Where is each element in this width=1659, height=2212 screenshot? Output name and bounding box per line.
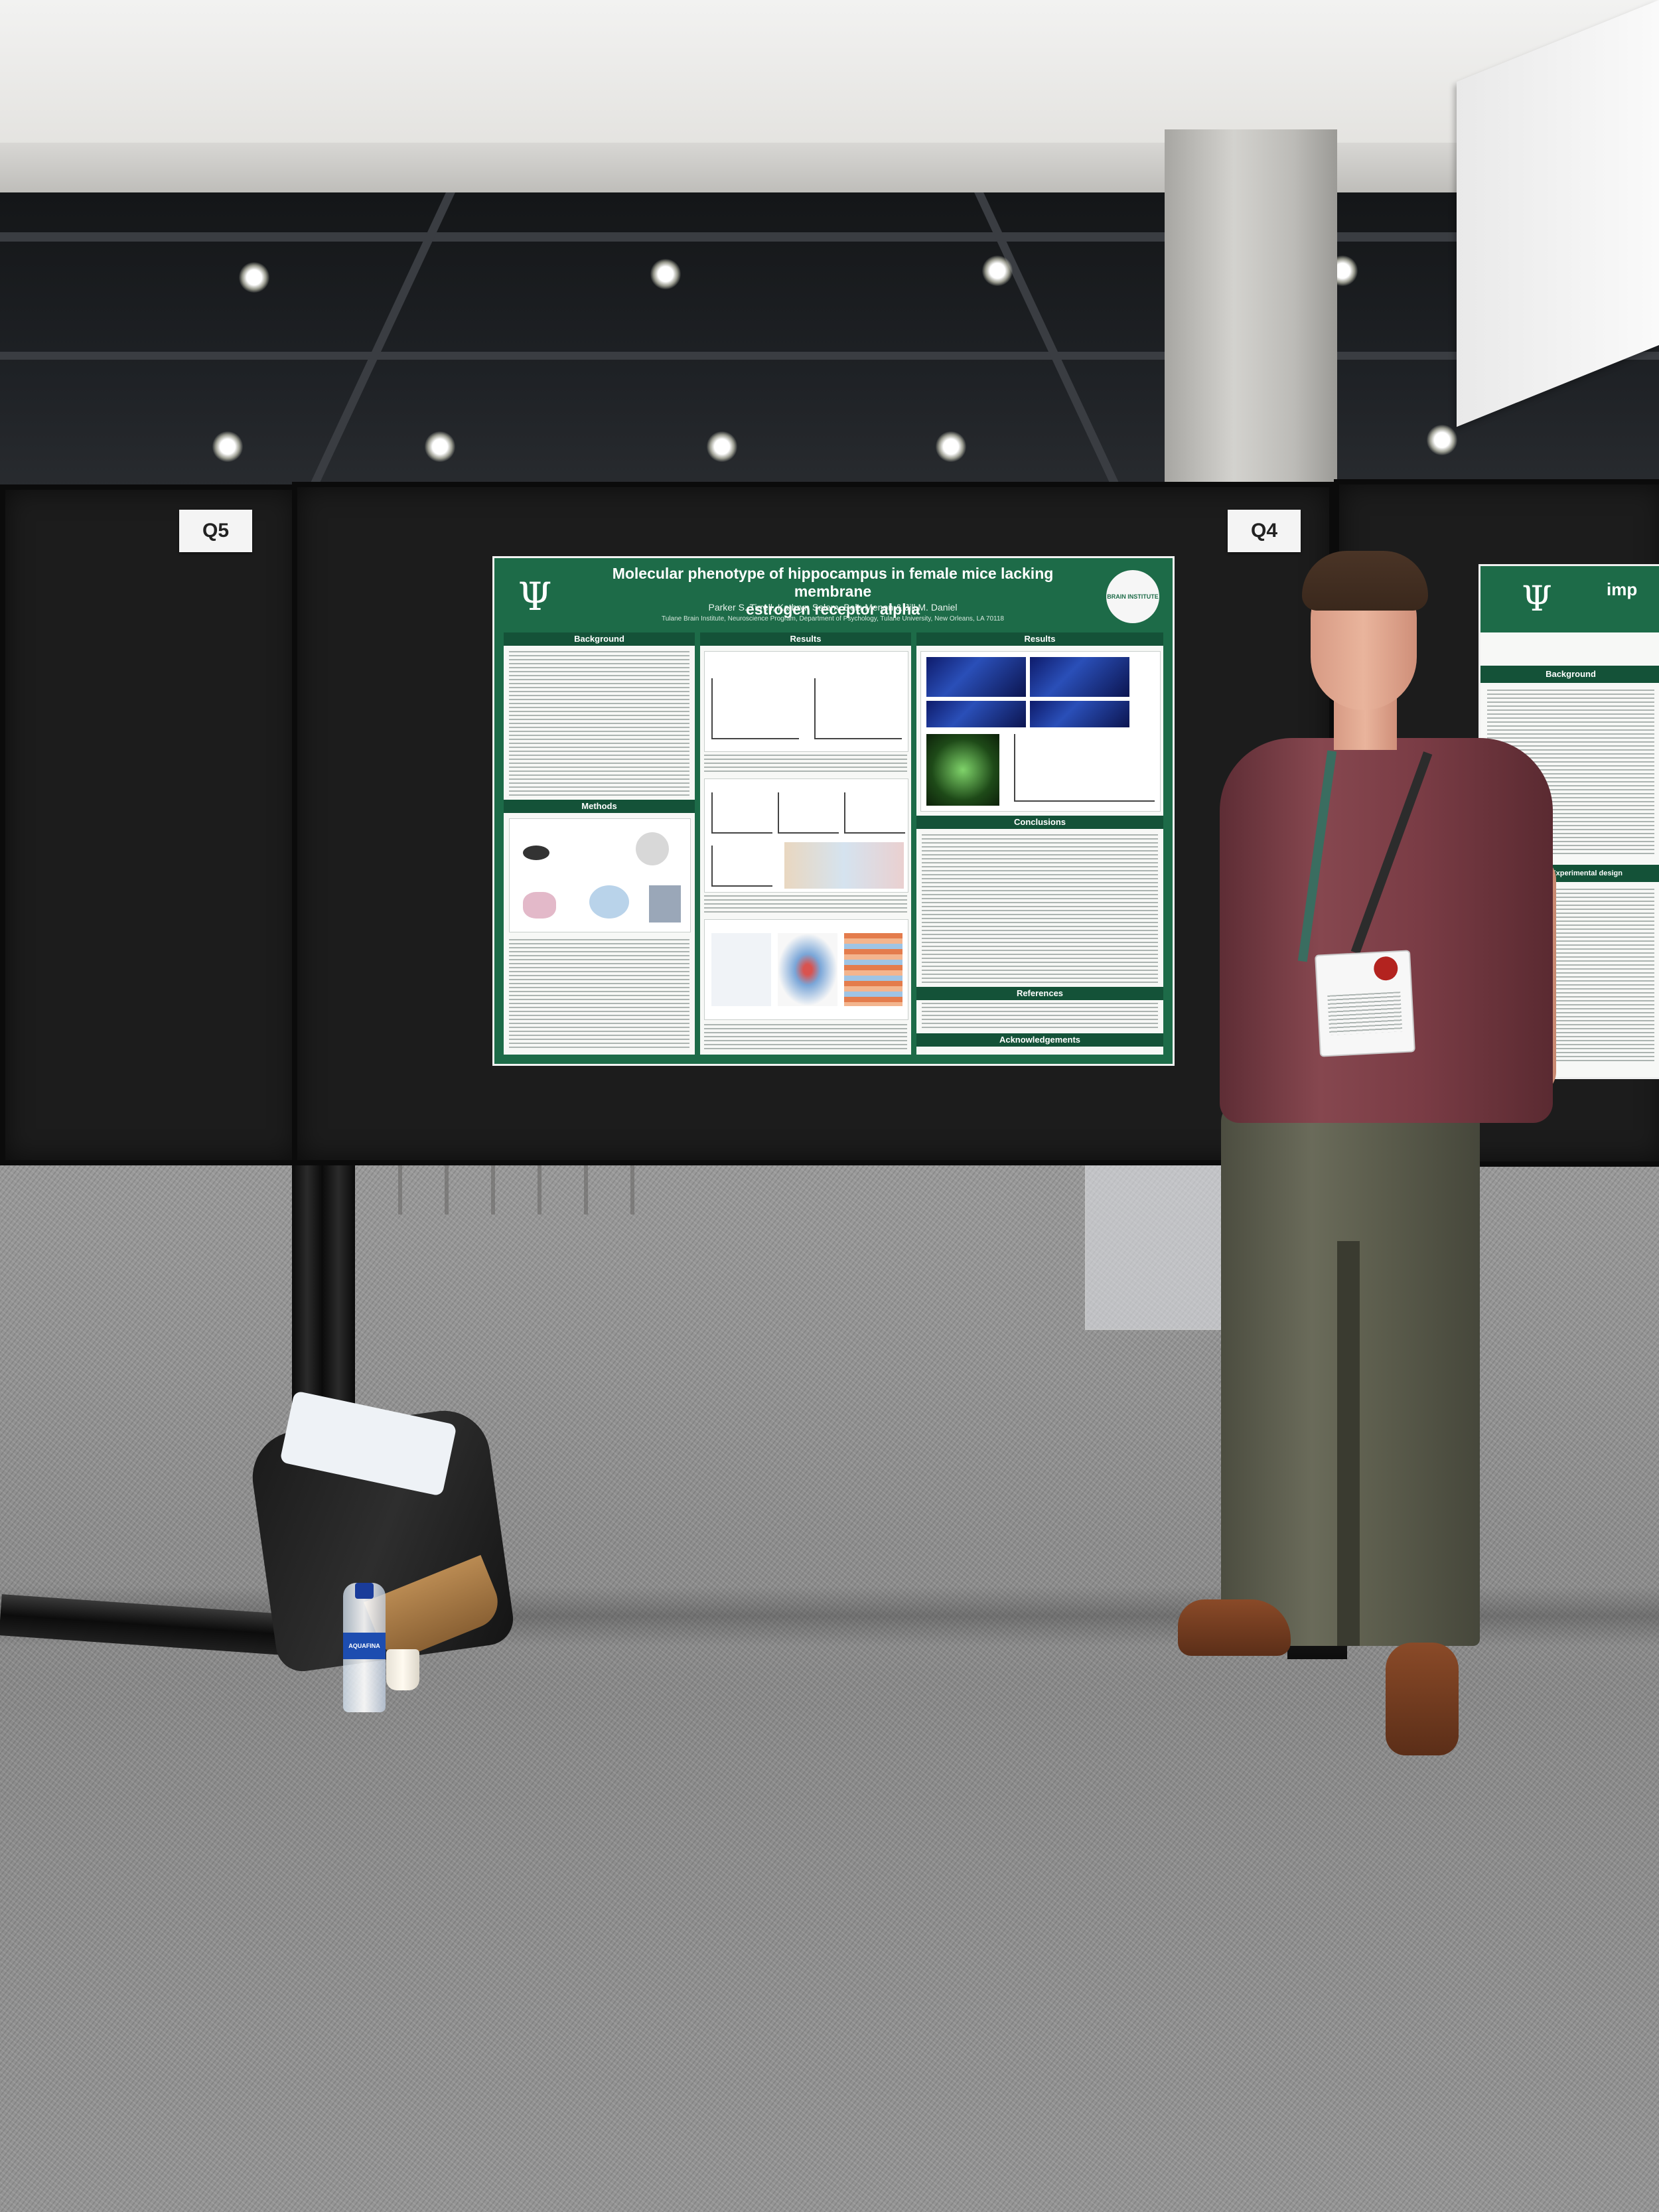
concrete-pillar xyxy=(1165,129,1337,488)
bottle-label: AQUAFINA xyxy=(343,1633,386,1659)
plot-axes xyxy=(778,792,839,834)
ceiling-truss-area xyxy=(0,192,1659,511)
microscopy-image xyxy=(926,701,1026,727)
poster-board-left: Q5 xyxy=(0,484,303,1165)
polo-shirt xyxy=(1220,738,1553,1123)
plot-axes xyxy=(711,846,772,887)
section-header-background: Background xyxy=(1480,666,1659,683)
brain-tissue-icon xyxy=(523,892,556,919)
mouse-icon xyxy=(523,846,549,860)
board-number-tag: Q4 xyxy=(1228,510,1301,552)
results-figure-box-plots xyxy=(704,778,908,893)
poster-title-line: Molecular phenotype of hippocampus in fe… xyxy=(612,565,1054,600)
section-header-references: References xyxy=(916,987,1163,1000)
background-poster xyxy=(1085,1158,1230,1330)
poster-column-1: Background Methods xyxy=(504,632,695,1055)
fluorescence-image xyxy=(926,734,999,806)
plot-axes xyxy=(814,678,902,739)
university-logo: Ψ xyxy=(518,574,552,619)
truss-bar xyxy=(0,352,1659,360)
text-block xyxy=(704,1024,907,1051)
ceiling xyxy=(0,0,1659,146)
poster-affiliation: Tulane Brain Institute, Neuroscience Pro… xyxy=(662,615,1004,623)
name-badge xyxy=(1315,950,1415,1057)
plot-panel xyxy=(711,933,771,1006)
text-block xyxy=(922,834,1158,983)
hair xyxy=(1302,551,1428,611)
ceiling-light xyxy=(707,431,737,462)
section-header-results: Results xyxy=(700,632,911,646)
poster-column-2: Results xyxy=(700,632,911,1055)
sequencer-icon xyxy=(649,885,681,922)
maze-icon xyxy=(636,832,669,865)
section-header-methods: Methods xyxy=(504,800,695,813)
poster-column-3: Results Conclusions References Acknowled… xyxy=(916,632,1163,1055)
gene-table xyxy=(844,933,902,1006)
cell-icon xyxy=(589,885,629,919)
ceiling-light xyxy=(212,431,243,462)
microscopy-image xyxy=(1030,657,1129,697)
neighbor-poster-header: Ψ imp xyxy=(1480,566,1659,632)
leg-gap xyxy=(1337,1241,1360,1646)
results-figure-volcano xyxy=(704,919,908,1020)
paper-cup xyxy=(386,1649,419,1690)
methods-figure xyxy=(509,818,691,932)
left-shoe xyxy=(1178,1599,1291,1656)
board-number-tag: Q5 xyxy=(179,510,252,552)
ceiling-light xyxy=(1427,425,1457,455)
section-header-acknowledgements: Acknowledgements xyxy=(916,1033,1163,1047)
poster-title: Molecular phenotype of hippocampus in fe… xyxy=(581,565,1085,619)
background-chairs xyxy=(398,1161,677,1215)
badge-sticker xyxy=(1373,956,1399,982)
bottle-cap xyxy=(355,1583,374,1599)
text-block xyxy=(704,895,907,915)
text-block xyxy=(704,755,907,774)
plot-axes xyxy=(711,792,772,834)
badge-text xyxy=(1327,992,1403,1035)
research-poster: Ψ Molecular phenotype of hippocampus in … xyxy=(492,556,1175,1066)
board-post xyxy=(322,1155,355,1407)
ceiling-light xyxy=(936,431,966,462)
microscopy-image xyxy=(1030,701,1129,727)
university-logo: Ψ xyxy=(1522,579,1552,619)
microscopy-image xyxy=(926,657,1026,697)
section-header-background: Background xyxy=(504,632,695,646)
plot-axes xyxy=(711,678,799,739)
plot-axes xyxy=(1014,734,1155,802)
text-block xyxy=(922,1003,1158,1029)
right-shoe xyxy=(1386,1643,1459,1755)
section-header-results: Results xyxy=(916,632,1163,646)
ceiling-light xyxy=(239,262,269,293)
poster-authors: Parker S. Tirrell, Kathryn Salem, Bela M… xyxy=(708,602,958,613)
heatmap-table xyxy=(784,842,904,889)
results-figure-line-plots xyxy=(704,651,908,752)
results-figure-imaging xyxy=(920,651,1161,812)
truss-bar xyxy=(0,232,1659,242)
poster-title-line: estrogen receptor alpha xyxy=(745,601,920,618)
ceiling-light xyxy=(650,259,681,289)
text-block xyxy=(509,651,689,796)
board-post xyxy=(292,1155,323,1407)
ceiling-light xyxy=(982,256,1013,286)
volcano-plot xyxy=(778,933,837,1006)
neighbor-poster-title: imp xyxy=(1607,579,1638,599)
ceiling-light xyxy=(425,431,455,462)
section-header-conclusions: Conclusions xyxy=(916,816,1163,829)
bottle-label-text: AQUAFINA xyxy=(348,1643,380,1649)
text-block xyxy=(509,939,689,1049)
brain-institute-logo: BRAIN INSTITUTE xyxy=(1106,570,1159,623)
ceiling-beam xyxy=(0,143,1659,196)
plot-axes xyxy=(844,792,905,834)
